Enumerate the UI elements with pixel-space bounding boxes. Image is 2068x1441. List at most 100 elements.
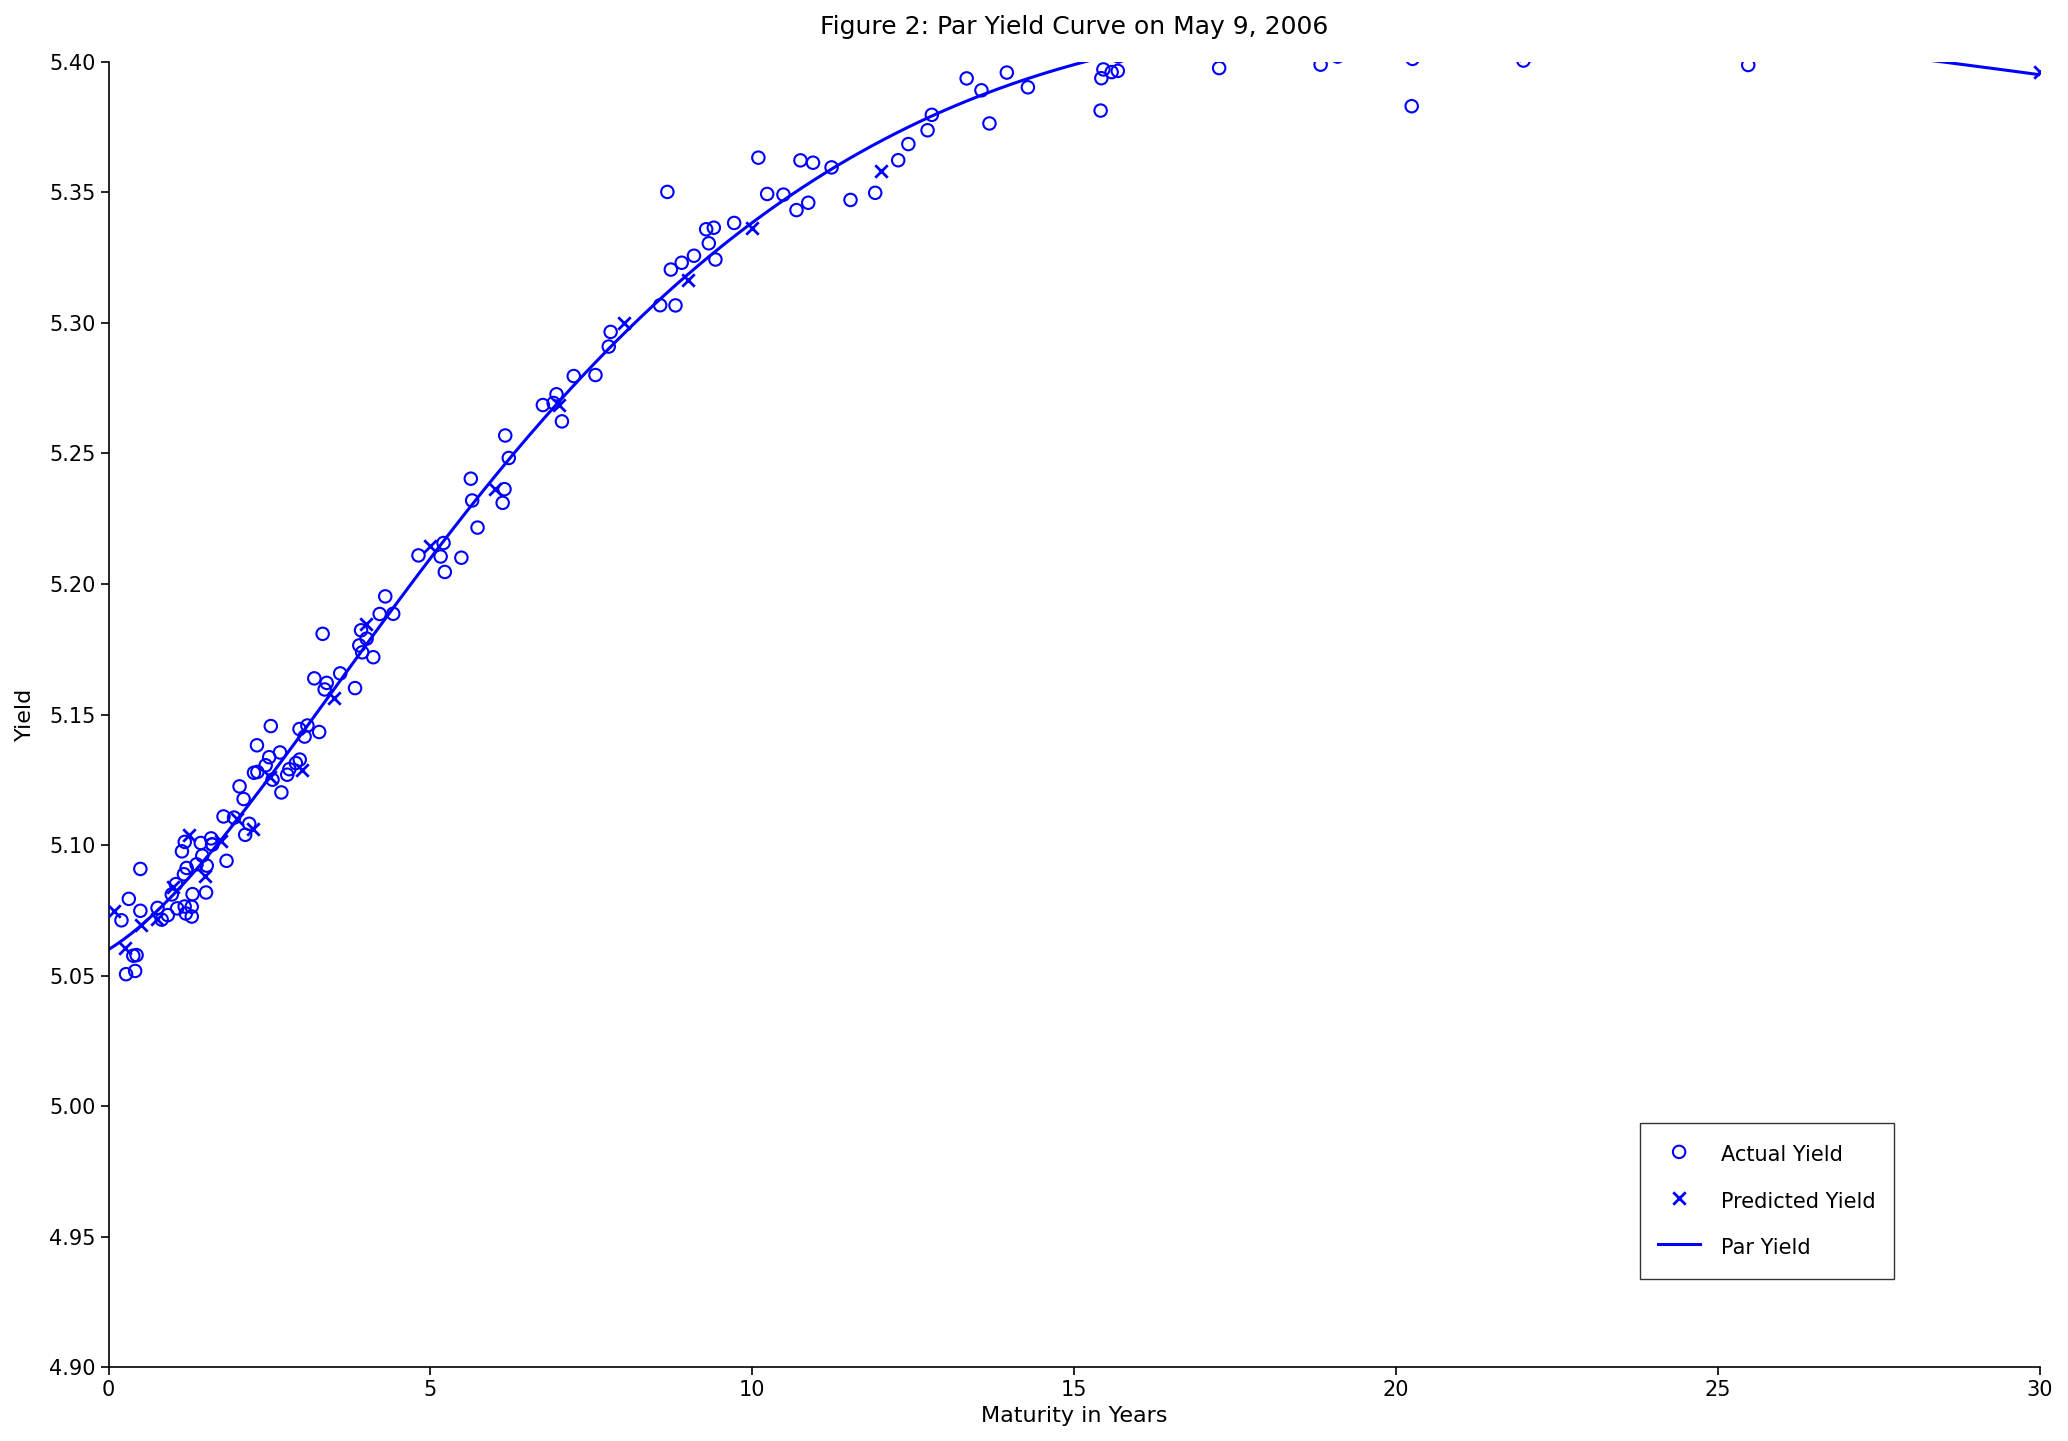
Actual Yield xyxy=(1086,66,1119,89)
Actual Yield xyxy=(196,833,230,856)
Predicted Yield xyxy=(97,899,130,922)
Actual Yield xyxy=(699,248,732,271)
Actual Yield xyxy=(170,902,203,925)
Actual Yield xyxy=(1470,35,1503,58)
Actual Yield xyxy=(966,79,999,102)
Actual Yield xyxy=(217,806,250,829)
Actual Yield xyxy=(230,823,263,846)
Predicted Yield xyxy=(1187,23,1220,46)
Actual Yield xyxy=(211,849,244,872)
Actual Yield xyxy=(1636,7,1669,30)
Legend: Actual Yield, Predicted Yield, Par Yield: Actual Yield, Predicted Yield, Par Yield xyxy=(1640,1123,1894,1278)
Actual Yield xyxy=(426,532,459,555)
Par Yield xyxy=(656,282,680,300)
Actual Yield xyxy=(265,781,298,804)
Actual Yield xyxy=(1187,0,1220,22)
Par Yield xyxy=(798,173,823,190)
Actual Yield xyxy=(170,856,203,879)
Actual Yield xyxy=(693,232,726,255)
Predicted Yield xyxy=(221,808,254,831)
Actual Yield xyxy=(345,618,378,641)
Actual Yield xyxy=(1123,0,1156,14)
Actual Yield xyxy=(488,424,521,447)
Actual Yield xyxy=(428,561,461,584)
Par Yield xyxy=(1700,27,1725,45)
Actual Yield xyxy=(254,715,287,738)
Actual Yield xyxy=(151,904,184,927)
Actual Yield xyxy=(176,883,209,906)
Predicted Yield xyxy=(141,908,174,931)
Actual Yield xyxy=(1098,26,1131,49)
Predicted Yield xyxy=(124,914,157,937)
Actual Yield xyxy=(283,748,316,771)
Actual Yield xyxy=(1204,56,1237,79)
Actual Yield xyxy=(912,118,945,141)
Actual Yield xyxy=(1361,17,1394,40)
Actual Yield xyxy=(1324,24,1357,48)
Actual Yield xyxy=(833,189,866,212)
Actual Yield xyxy=(1164,6,1197,29)
Predicted Yield xyxy=(1702,0,1735,13)
Predicted Yield xyxy=(285,759,318,782)
Actual Yield xyxy=(455,467,488,490)
Predicted Yield xyxy=(414,535,447,558)
Actual Yield xyxy=(124,857,157,880)
Actual Yield xyxy=(751,183,784,206)
Actual Yield xyxy=(784,148,817,171)
Actual Yield xyxy=(240,733,273,757)
Actual Yield xyxy=(540,383,573,406)
Predicted Yield xyxy=(108,937,141,960)
Actual Yield xyxy=(991,61,1024,84)
Actual Yield xyxy=(273,758,306,781)
Actual Yield xyxy=(168,830,201,853)
Predicted Yield xyxy=(2023,61,2056,84)
Actual Yield xyxy=(455,488,488,512)
Actual Yield xyxy=(643,294,676,317)
Predicted Yield xyxy=(672,268,705,291)
Actual Yield xyxy=(252,745,285,768)
Predicted Yield xyxy=(542,393,575,416)
Actual Yield xyxy=(308,677,341,700)
Predicted Yield xyxy=(188,865,221,888)
Actual Yield xyxy=(298,667,331,690)
Actual Yield xyxy=(196,833,230,856)
Par Yield xyxy=(575,363,600,380)
Par Yield xyxy=(2027,66,2051,84)
Actual Yield xyxy=(1185,39,1218,62)
Actual Yield xyxy=(1051,0,1084,22)
Actual Yield xyxy=(165,840,199,863)
Predicted Yield xyxy=(157,875,190,898)
Actual Yield xyxy=(271,764,304,787)
Actual Yield xyxy=(184,831,217,855)
Actual Yield xyxy=(180,853,213,876)
Actual Yield xyxy=(445,546,478,569)
Actual Yield xyxy=(742,146,776,169)
Actual Yield xyxy=(302,720,335,744)
Actual Yield xyxy=(1011,76,1044,99)
Actual Yield xyxy=(256,768,290,791)
Actual Yield xyxy=(891,133,924,156)
Actual Yield xyxy=(345,641,378,664)
Actual Yield xyxy=(1361,7,1394,30)
Predicted Yield xyxy=(608,311,641,334)
Actual Yield xyxy=(1592,0,1625,1)
Actual Yield xyxy=(1702,40,1735,63)
Actual Yield xyxy=(1102,45,1135,68)
Actual Yield xyxy=(176,895,209,918)
Actual Yield xyxy=(240,761,273,784)
Par Yield xyxy=(97,941,122,958)
Actual Yield xyxy=(767,183,800,206)
Actual Yield xyxy=(159,873,192,896)
Predicted Yield xyxy=(864,160,898,183)
Actual Yield xyxy=(263,741,296,764)
Actual Yield xyxy=(155,883,188,906)
Actual Yield xyxy=(105,909,139,932)
Actual Yield xyxy=(306,623,339,646)
Actual Yield xyxy=(594,320,627,343)
Actual Yield xyxy=(858,182,891,205)
Actual Yield xyxy=(1508,49,1541,72)
Predicted Yield xyxy=(1057,42,1090,65)
Actual Yield xyxy=(368,585,401,608)
Actual Yield xyxy=(325,661,358,684)
Actual Yield xyxy=(227,787,261,810)
